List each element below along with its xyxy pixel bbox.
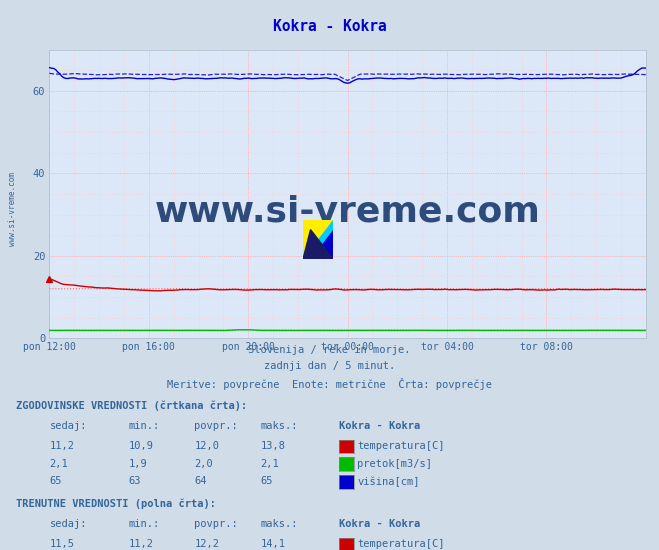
Text: 1,9: 1,9 [129, 459, 147, 469]
Text: 12,0: 12,0 [194, 441, 219, 451]
Text: 64: 64 [194, 476, 207, 486]
Text: 11,2: 11,2 [129, 539, 154, 549]
Text: Kokra - Kokra: Kokra - Kokra [339, 421, 420, 431]
Text: 14,1: 14,1 [260, 539, 285, 549]
Text: 12,2: 12,2 [194, 539, 219, 549]
Text: TRENUTNE VREDNOSTI (polna črta):: TRENUTNE VREDNOSTI (polna črta): [16, 498, 216, 509]
Text: maks.:: maks.: [260, 421, 298, 431]
Text: 2,1: 2,1 [49, 459, 68, 469]
Polygon shape [303, 220, 333, 258]
Text: 63: 63 [129, 476, 141, 486]
Text: 65: 65 [49, 476, 62, 486]
Text: maks.:: maks.: [260, 519, 298, 529]
Text: pretok[m3/s]: pretok[m3/s] [357, 459, 432, 469]
Text: www.si-vreme.com: www.si-vreme.com [8, 172, 17, 246]
Text: 13,8: 13,8 [260, 441, 285, 451]
Text: Slovenija / reke in morje.: Slovenija / reke in morje. [248, 345, 411, 355]
Text: 11,5: 11,5 [49, 539, 74, 549]
Text: povpr.:: povpr.: [194, 519, 238, 529]
Polygon shape [303, 220, 333, 258]
Text: višina[cm]: višina[cm] [357, 476, 420, 487]
Text: Kokra - Kokra: Kokra - Kokra [339, 519, 420, 529]
Text: povpr.:: povpr.: [194, 421, 238, 431]
Text: 2,0: 2,0 [194, 459, 213, 469]
Text: min.:: min.: [129, 519, 159, 529]
Text: Meritve: povprečne  Enote: metrične  Črta: povprečje: Meritve: povprečne Enote: metrične Črta:… [167, 378, 492, 390]
Text: temperatura[C]: temperatura[C] [357, 539, 445, 549]
Text: ZGODOVINSKE VREDNOSTI (črtkana črta):: ZGODOVINSKE VREDNOSTI (črtkana črta): [16, 400, 248, 411]
Polygon shape [303, 229, 333, 258]
Text: temperatura[C]: temperatura[C] [357, 441, 445, 451]
Text: 10,9: 10,9 [129, 441, 154, 451]
Text: www.si-vreme.com: www.si-vreme.com [155, 194, 540, 228]
Text: zadnji dan / 5 minut.: zadnji dan / 5 minut. [264, 361, 395, 371]
Text: Kokra - Kokra: Kokra - Kokra [273, 19, 386, 34]
Text: sedaj:: sedaj: [49, 421, 87, 431]
Text: 11,2: 11,2 [49, 441, 74, 451]
Text: sedaj:: sedaj: [49, 519, 87, 529]
Text: 65: 65 [260, 476, 273, 486]
Polygon shape [310, 229, 333, 258]
Text: 2,1: 2,1 [260, 459, 279, 469]
Text: min.:: min.: [129, 421, 159, 431]
